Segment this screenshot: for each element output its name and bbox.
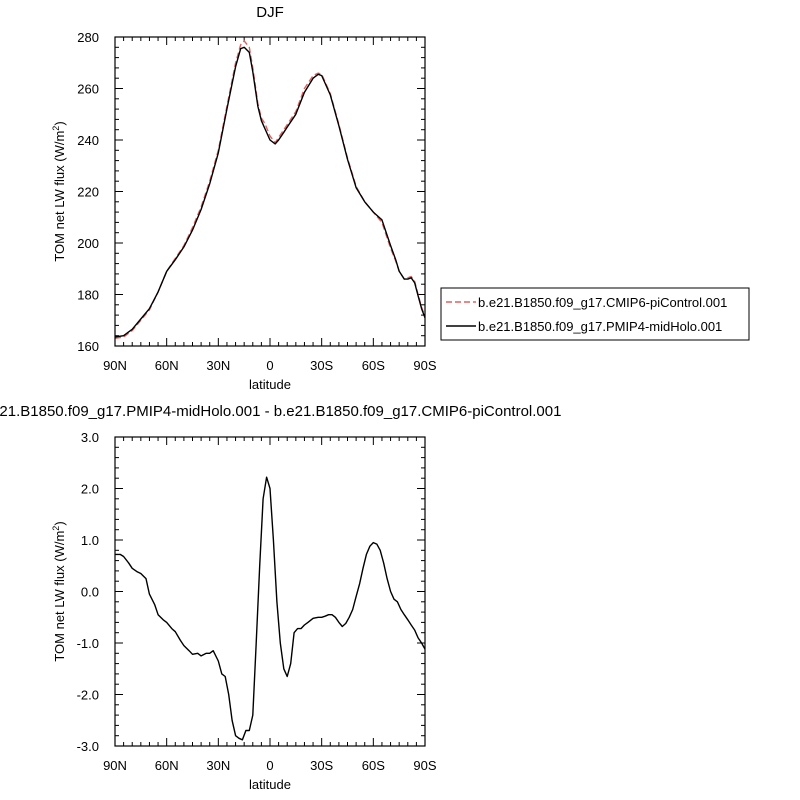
legend-box: [440, 287, 750, 341]
legend-label-1: b.e21.B1850.f09_g17.PMIP4-midHolo.001: [478, 319, 722, 334]
x-tick-label: 60N: [155, 758, 179, 773]
x-tick-label: 90S: [413, 358, 436, 373]
x-axis-label: latitude: [249, 377, 291, 392]
y-tick-label: 2.0: [81, 482, 99, 497]
x-tick-label: 30N: [206, 358, 230, 373]
y-axis-label: TOM net LW flux (W/m2): [51, 121, 67, 261]
legend-label-0: b.e21.B1850.f09_g17.CMIP6-piControl.001: [478, 295, 727, 310]
plot-frame: [114, 436, 426, 747]
y-tick-label: 280: [77, 30, 99, 45]
top-panel-djf: DJF 160 180 200 220 240 260 280 90N 60N 30N 0 30S 60S…: [51, 4, 437, 392]
y-tick-label: 200: [77, 236, 99, 251]
y-tick-label: 180: [77, 288, 99, 303]
x-tick-label: 60S: [362, 758, 385, 773]
y-tick-label: 220: [77, 185, 99, 200]
y-tick-label: -3.0: [77, 739, 99, 754]
series-line-1: [114, 46, 426, 338]
y-tick-label: 260: [77, 82, 99, 97]
x-tick-label: 90S: [413, 758, 436, 773]
x-tick-label: 60N: [155, 358, 179, 373]
plot-frame: [114, 36, 426, 347]
chart-legend: b.e21.B1850.f09_g17.CMIP6-piControl.001b…: [440, 287, 750, 341]
y-tick-label: 240: [77, 133, 99, 148]
y-tick-label: -1.0: [77, 636, 99, 651]
y-tick-label: 160: [77, 339, 99, 354]
x-tick-label: 30S: [310, 758, 333, 773]
x-tick-label: 90N: [103, 758, 127, 773]
x-tick-label: 30S: [310, 358, 333, 373]
y-tick-label: 1.0: [81, 533, 99, 548]
x-tick-label: 0: [266, 758, 273, 773]
y-tick-label: 3.0: [81, 430, 99, 445]
bottom-panel-difference: b.e21.B1850.f09_g17.PMIP4-midHolo.001 - …: [0, 403, 561, 792]
x-tick-label: 30N: [206, 758, 230, 773]
x-tick-label: 60S: [362, 358, 385, 373]
x-tick-label: 0: [266, 358, 273, 373]
x-axis-label: latitude: [249, 777, 291, 792]
series-line-0: [114, 40, 426, 339]
x-tick-label: 90N: [103, 358, 127, 373]
y-tick-label: 0.0: [81, 585, 99, 600]
chart-title: DJF: [256, 4, 284, 21]
chart-title: b.e21.B1850.f09_g17.PMIP4-midHolo.001 - …: [0, 403, 561, 420]
y-tick-label: -2.0: [77, 688, 99, 703]
series-line-0: [115, 476, 426, 741]
y-axis-label: TOM net LW flux (W/m2): [51, 521, 67, 661]
